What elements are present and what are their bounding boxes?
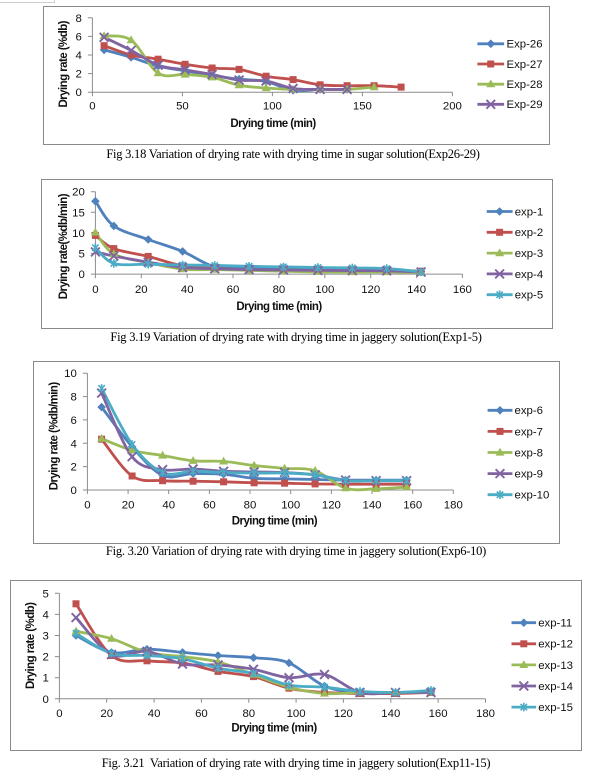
svg-text:120: 120 (334, 708, 353, 720)
svg-text:exp-14: exp-14 (538, 681, 573, 693)
svg-text:0: 0 (78, 269, 84, 281)
svg-text:80: 80 (244, 500, 257, 512)
svg-text:Drying rate (%db/min): Drying rate (%db/min) (48, 382, 60, 491)
svg-text:20: 20 (122, 500, 135, 512)
svg-text:80: 80 (242, 708, 255, 720)
svg-text:Drying time (min): Drying time (min) (236, 301, 322, 313)
svg-text:100: 100 (287, 708, 306, 720)
svg-text:140: 140 (362, 500, 381, 512)
svg-text:150: 150 (353, 101, 372, 113)
svg-text:160: 160 (429, 708, 448, 720)
svg-text:140: 140 (407, 284, 426, 296)
svg-text:Drying rate(%db/min): Drying rate(%db/min) (58, 193, 70, 299)
svg-text:exp-1: exp-1 (515, 206, 544, 218)
svg-text:0: 0 (56, 708, 62, 720)
svg-text:Drying rate (%db): Drying rate (%db) (58, 20, 70, 107)
svg-text:20: 20 (135, 284, 148, 296)
svg-text:Exp-26: Exp-26 (507, 39, 543, 51)
svg-text:0: 0 (42, 694, 48, 706)
svg-text:Drying time (min): Drying time (min) (231, 723, 317, 735)
svg-text:100: 100 (281, 500, 300, 512)
svg-text:8: 8 (70, 392, 76, 404)
svg-text:2: 2 (42, 652, 48, 664)
svg-text:0: 0 (75, 87, 81, 99)
svg-text:20: 20 (72, 187, 85, 199)
svg-text:4: 4 (42, 609, 48, 621)
svg-text:10: 10 (72, 228, 85, 240)
svg-text:0: 0 (89, 101, 95, 113)
svg-text:180: 180 (476, 708, 495, 720)
svg-text:160: 160 (403, 500, 422, 512)
svg-text:5: 5 (42, 588, 48, 600)
svg-text:40: 40 (181, 284, 194, 296)
svg-text:1: 1 (42, 673, 48, 685)
svg-text:exp-13: exp-13 (538, 660, 573, 672)
svg-text:180: 180 (444, 500, 463, 512)
svg-text:0: 0 (70, 485, 76, 497)
svg-text:0: 0 (92, 284, 98, 296)
svg-text:exp-12: exp-12 (538, 639, 573, 651)
svg-text:15: 15 (72, 207, 85, 219)
svg-text:3: 3 (42, 631, 48, 643)
svg-text:8: 8 (75, 13, 81, 25)
svg-text:Exp-27: Exp-27 (507, 59, 543, 71)
svg-text:Drying time (min): Drying time (min) (230, 118, 316, 130)
svg-text:40: 40 (148, 708, 161, 720)
svg-text:exp-2: exp-2 (515, 227, 544, 239)
svg-text:exp-10: exp-10 (515, 490, 550, 502)
svg-text:exp-5: exp-5 (515, 290, 544, 302)
svg-text:2: 2 (75, 69, 81, 81)
svg-text:Drying time (min): Drying time (min) (232, 516, 318, 528)
svg-text:10: 10 (64, 368, 77, 380)
svg-text:40: 40 (162, 500, 175, 512)
svg-text:2: 2 (70, 462, 76, 474)
svg-text:4: 4 (70, 438, 76, 450)
svg-text:exp-4: exp-4 (515, 269, 544, 281)
svg-text:6: 6 (70, 415, 76, 427)
svg-text:exp-15: exp-15 (538, 702, 573, 714)
svg-text:120: 120 (322, 500, 341, 512)
svg-text:80: 80 (273, 284, 286, 296)
svg-text:200: 200 (443, 101, 462, 113)
svg-text:exp-11: exp-11 (538, 618, 572, 630)
svg-text:exp-8: exp-8 (515, 447, 544, 459)
svg-text:Drying rate (%db): Drying rate (%db) (25, 602, 37, 689)
svg-text:Exp-29: Exp-29 (507, 99, 543, 111)
svg-text:100: 100 (315, 284, 334, 296)
svg-text:160: 160 (453, 284, 472, 296)
svg-text:100: 100 (263, 101, 282, 113)
svg-text:exp-3: exp-3 (515, 248, 544, 260)
svg-text:140: 140 (381, 708, 400, 720)
svg-text:20: 20 (100, 708, 113, 720)
svg-text:Exp-28: Exp-28 (507, 79, 543, 91)
svg-text:4: 4 (75, 50, 81, 62)
svg-text:0: 0 (84, 500, 90, 512)
svg-text:60: 60 (227, 284, 240, 296)
svg-text:120: 120 (361, 284, 380, 296)
svg-text:60: 60 (203, 500, 216, 512)
svg-text:exp-6: exp-6 (515, 405, 544, 417)
svg-text:50: 50 (176, 101, 189, 113)
svg-text:exp-7: exp-7 (515, 426, 544, 438)
svg-text:6: 6 (75, 31, 81, 43)
svg-text:60: 60 (195, 708, 208, 720)
svg-text:exp-9: exp-9 (515, 469, 544, 481)
svg-text:5: 5 (78, 249, 84, 261)
